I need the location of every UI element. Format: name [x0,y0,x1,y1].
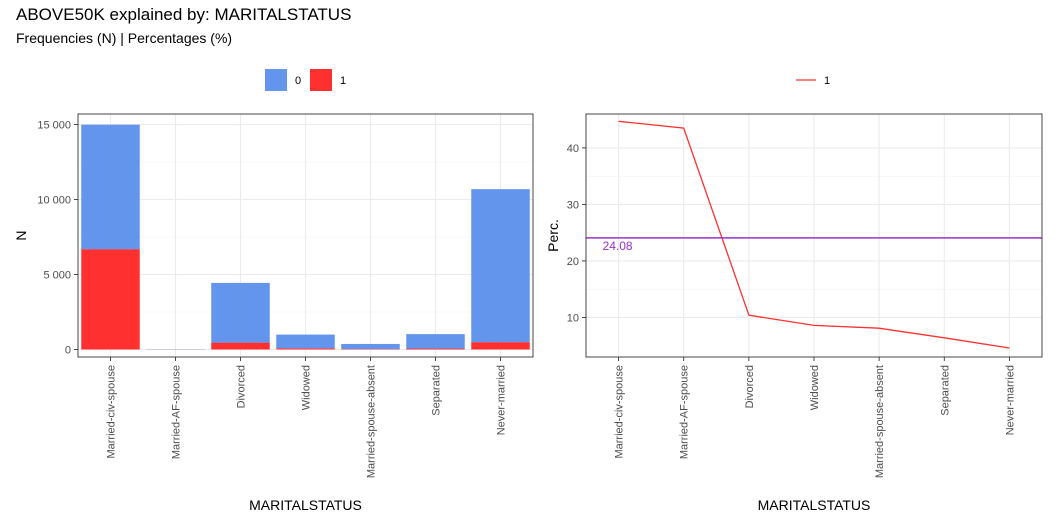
x-tick-label: Married-civ-spouse [614,365,626,459]
y-tick-label: 30 [567,199,579,211]
y-tick-label: 10 [567,312,579,324]
x-axis-title: MARITALSTATUS [249,497,362,513]
x-tick-label: Widowed [301,365,313,410]
y-tick-label: 5 000 [43,270,71,282]
x-tick-label: Separated [939,365,951,416]
bar-1-5 [406,348,465,350]
bar-1-0 [81,249,140,350]
x-tick-label: Widowed [809,365,821,410]
x-tick-label: Married-spouse-absent [874,365,886,478]
legend-label-1: 1 [340,75,346,87]
bar-1-3 [276,348,335,350]
chart-title: ABOVE50K explained by: MARITALSTATUS [16,5,352,24]
x-axis-title: MARITALSTATUS [758,497,871,513]
legend-label-1: 1 [824,75,830,87]
x-tick-label: Separated [431,365,443,416]
x-tick-label: Never-married [496,365,508,435]
x-tick-label: Married-civ-spouse [106,365,118,459]
y-tick-label: 40 [567,143,579,155]
x-tick-label: Divorced [744,365,756,408]
x-tick-label: Divorced [236,365,248,408]
x-tick-label: Married-AF-spouse [679,365,691,459]
y-tick-label: 0 [65,345,71,357]
bar-0-6 [471,189,530,343]
bar-0-4 [341,343,400,350]
bar-0-2 [211,282,270,343]
y-tick-label: 15 000 [37,120,71,132]
chart-subtitle: Frequencies (N) | Percentages (%) [16,30,233,46]
y-tick-label: 10 000 [37,195,71,207]
y-axis-title: Perc. [545,219,561,252]
legend-swatch-0 [265,69,287,91]
x-tick-label: Never-married [1004,365,1016,435]
series-line-1 [618,120,1010,349]
legend-label-0: 0 [295,75,301,87]
x-tick-label: Married-spouse-absent [366,365,378,478]
bar-0-3 [276,334,335,349]
bar-0-5 [406,334,465,349]
y-tick-label: 20 [567,256,579,268]
y-axis-title: N [13,230,29,240]
legend-swatch-1 [310,69,332,91]
x-tick-label: Married-AF-spouse [171,365,183,459]
bar-0-0 [81,124,140,250]
bar-1-2 [211,342,270,350]
bar-1-6 [471,342,530,350]
reference-line-label: 24.08 [603,239,633,253]
